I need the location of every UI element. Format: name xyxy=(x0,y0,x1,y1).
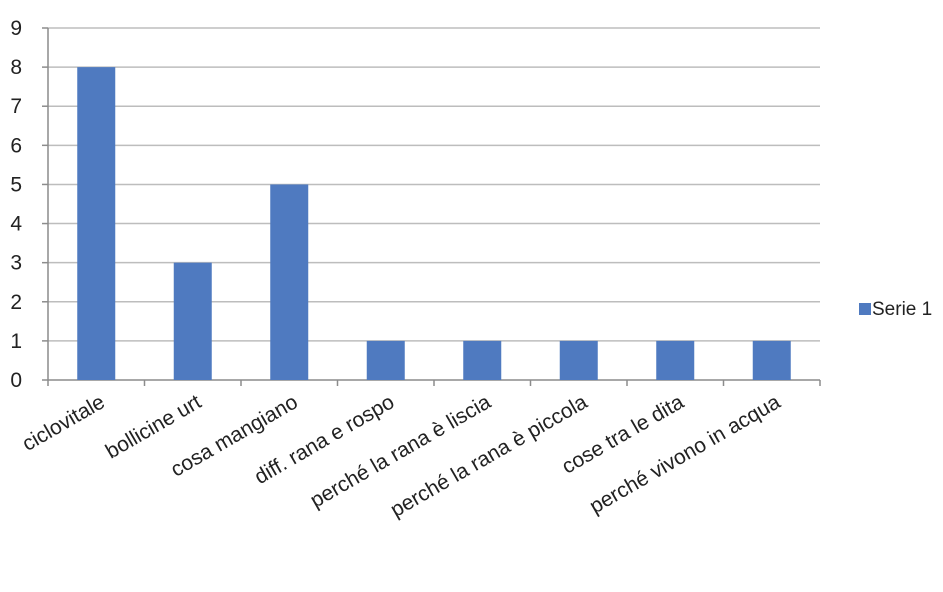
legend: Serie 1 xyxy=(859,299,932,320)
bar xyxy=(559,340,598,380)
y-tick-label: 8 xyxy=(10,56,22,79)
bar xyxy=(270,184,309,380)
y-tick-label: 2 xyxy=(10,291,22,314)
axes xyxy=(42,27,821,386)
y-tick-label: 7 xyxy=(10,95,22,118)
bar xyxy=(656,340,695,380)
legend-label: Serie 1 xyxy=(872,299,932,320)
y-tick-label: 5 xyxy=(10,173,22,196)
legend-swatch xyxy=(859,303,871,315)
bar xyxy=(463,340,502,380)
y-tick-labels: 0 1 2 3 4 5 6 7 8 9 xyxy=(10,17,22,392)
y-tick-label: 4 xyxy=(10,213,22,236)
y-tick-label: 6 xyxy=(10,134,22,157)
bar xyxy=(752,340,791,380)
bar xyxy=(173,262,212,380)
bars xyxy=(77,67,791,380)
x-category-label: ciclovitale xyxy=(18,390,108,455)
bar xyxy=(77,67,116,380)
gridlines xyxy=(48,27,820,342)
y-tick-label: 1 xyxy=(10,330,22,353)
bar xyxy=(366,340,405,380)
y-tick-label: 0 xyxy=(10,369,22,392)
y-tick-label: 3 xyxy=(10,252,22,275)
y-tick-label: 9 xyxy=(10,17,22,40)
